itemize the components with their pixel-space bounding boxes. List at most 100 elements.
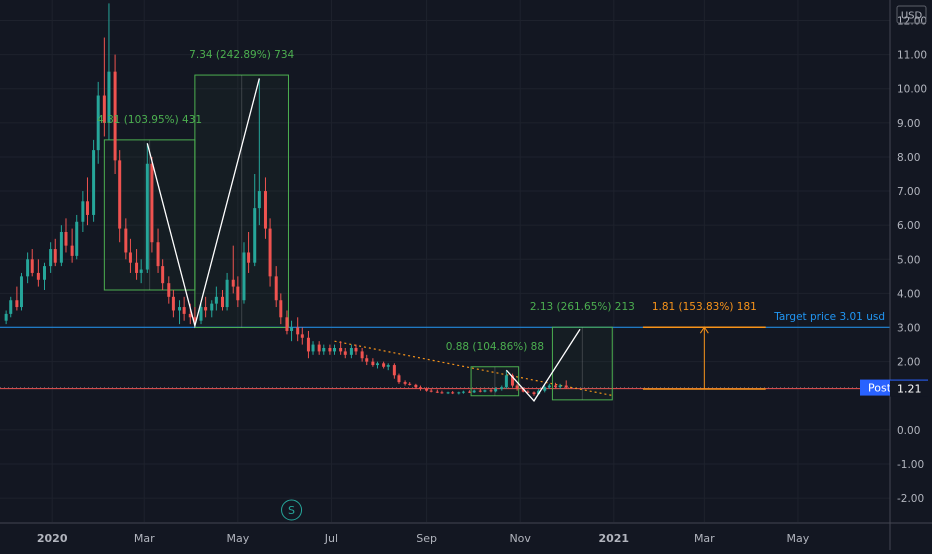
y-tick-label: 6.00 (897, 220, 920, 232)
target-line-label: Target price 3.01 usd (773, 311, 885, 323)
candle-body (53, 249, 57, 263)
candle-body (354, 348, 358, 352)
candle-body (118, 160, 122, 229)
candle-body (247, 252, 251, 263)
measure-box (194, 74, 289, 329)
x-tick-label: Mar (694, 532, 715, 545)
candle-body (102, 95, 106, 123)
candle-body (558, 385, 562, 387)
candle-body (135, 262, 139, 273)
candle-body (64, 232, 68, 246)
candle-body (382, 363, 386, 367)
candle-body (504, 375, 508, 388)
candle-body (268, 228, 272, 277)
candle-body (214, 296, 218, 304)
candle-body (418, 387, 422, 389)
y-tick-label: 9.00 (897, 118, 920, 130)
y-tick-label: 0.00 (897, 425, 920, 437)
candle-body (285, 317, 289, 331)
measure-box (551, 326, 613, 401)
candle-body (43, 266, 46, 280)
level-badge-text: 1.21 (897, 383, 922, 396)
candle-body (150, 163, 154, 243)
candle-body (70, 245, 74, 256)
candle-body (511, 375, 515, 386)
candle-body (494, 388, 498, 392)
candle-body (553, 385, 557, 387)
projection-label: 1.81 (153.83%) 181 (652, 301, 757, 313)
split-marker (281, 499, 303, 521)
candle-body (386, 365, 390, 367)
candle-body (19, 276, 23, 308)
candle-body (96, 95, 100, 151)
candle-body (343, 351, 347, 355)
candle-body (274, 276, 278, 301)
candle-body (236, 286, 240, 301)
y-tick-label: 8.00 (897, 152, 920, 164)
candle-body (59, 232, 63, 263)
candle-body (360, 351, 364, 359)
candle-body (204, 307, 208, 311)
candle-body (478, 390, 482, 392)
projection-arrowhead (699, 326, 709, 334)
price-axis: 12.00 11.00 10.00 9.00 8.00 7.00 6.00 5.00 4.00 3… (860, 0, 932, 550)
candle-body (263, 191, 267, 229)
candle-body (178, 307, 182, 311)
candle-body (333, 348, 337, 352)
candle-body (75, 221, 79, 256)
candle-body (526, 391, 530, 393)
candle-body (425, 388, 429, 391)
candle-body (156, 242, 160, 267)
candle-body (408, 383, 412, 385)
measure-label: 2.13 (261.65%) 213 (530, 301, 635, 313)
candle-body (451, 392, 455, 394)
candle-body (489, 390, 493, 392)
candle-body (30, 259, 34, 273)
candle-body (440, 392, 444, 394)
candle-body (171, 296, 175, 311)
candle-body (167, 283, 171, 297)
y-tick-label: -2.00 (897, 493, 924, 505)
candle-body (92, 150, 96, 215)
candle-body (365, 358, 369, 362)
candle-body (199, 307, 203, 321)
y-tick-label: 2.00 (897, 357, 920, 369)
candle-body (429, 390, 433, 392)
y-tick-label: 12.00 (897, 15, 927, 27)
level-badge (890, 380, 928, 397)
candle-body (182, 307, 186, 314)
path-line (146, 78, 260, 329)
candle-body (221, 296, 224, 308)
candle-body (128, 252, 132, 263)
candle-body (397, 375, 401, 383)
candle-body (435, 391, 439, 393)
candle-body (193, 317, 197, 321)
candle-body (225, 279, 229, 308)
candle-body (145, 163, 149, 270)
price-axis-bg (890, 0, 932, 550)
candle-body (515, 385, 519, 389)
candle-body (317, 344, 321, 352)
candle-body (124, 228, 128, 253)
x-tick-label: Mar (134, 532, 155, 545)
candle-body (306, 337, 310, 352)
candle-body (188, 313, 192, 318)
annotations (103, 74, 766, 401)
measure-label: 4.31 (103.95%) 431 (97, 114, 202, 126)
candle-body (107, 71, 111, 123)
candle-body (375, 363, 379, 366)
y-tick-label: 7.00 (897, 186, 920, 198)
y-tick-label: -1.00 (897, 459, 924, 471)
path-line (505, 328, 581, 402)
candle-body (4, 313, 8, 321)
candle-body (15, 300, 19, 308)
candle-body (311, 344, 315, 352)
candle-body (468, 391, 472, 393)
candle-body (500, 387, 504, 389)
candle-body (85, 201, 89, 215)
candle-body (543, 387, 547, 391)
candle-body (564, 385, 568, 388)
candle-body (296, 327, 300, 335)
